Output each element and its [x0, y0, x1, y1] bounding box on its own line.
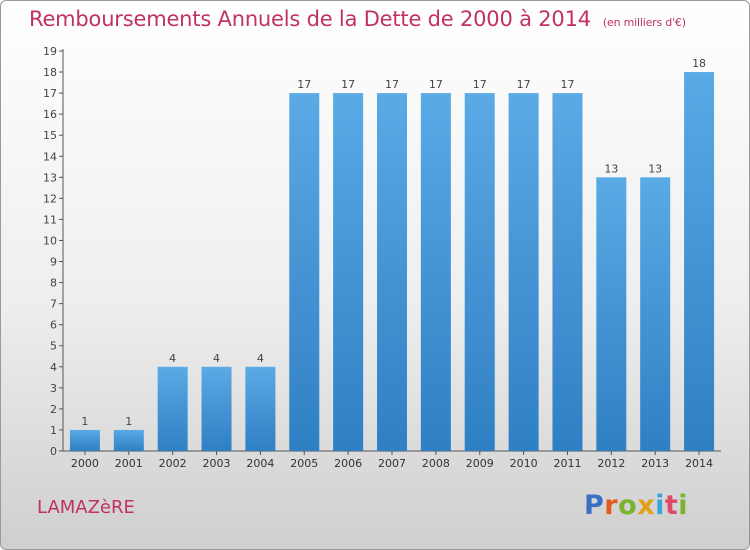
bar	[508, 93, 539, 452]
data-label: 17	[560, 78, 574, 91]
x-tick-label: 2006	[334, 457, 362, 470]
data-label: 4	[213, 352, 220, 365]
x-tick-label: 2009	[466, 457, 494, 470]
city-name: LAMAZèRE	[37, 497, 135, 518]
data-label: 1	[125, 415, 132, 428]
data-label: 17	[517, 78, 531, 91]
y-tick-label: 9	[50, 256, 57, 269]
y-tick-label: 7	[50, 298, 57, 311]
chart-title-text: Remboursements Annuels de la Dette de 20…	[29, 7, 591, 31]
bar	[377, 93, 407, 452]
data-label: 4	[257, 352, 264, 365]
bar	[552, 93, 583, 452]
bar	[333, 93, 364, 452]
y-tick-label: 0	[50, 445, 57, 458]
data-label: 1	[81, 415, 88, 428]
bar	[640, 177, 671, 451]
y-tick-label: 17	[43, 87, 57, 100]
data-label: 17	[341, 78, 355, 91]
y-tick-label: 13	[43, 171, 57, 184]
x-tick-label: 2008	[422, 457, 450, 470]
data-label: 17	[385, 78, 399, 91]
data-label: 18	[692, 57, 706, 70]
bar	[289, 93, 320, 452]
data-label: 17	[297, 78, 311, 91]
x-tick-label: 2007	[378, 457, 406, 470]
y-tick-label: 1	[50, 424, 57, 437]
x-tick-label: 2000	[71, 457, 99, 470]
y-tick-label: 18	[43, 66, 57, 79]
y-tick-label: 8	[50, 277, 57, 290]
x-tick-label: 2010	[510, 457, 538, 470]
data-label: 4	[169, 352, 176, 365]
data-label: 13	[604, 162, 618, 175]
x-tick-label: 2003	[203, 457, 231, 470]
y-tick-label: 5	[50, 340, 57, 353]
logo-letter: i	[678, 490, 689, 521]
bar	[420, 93, 451, 452]
y-tick-label: 3	[50, 382, 57, 395]
logo-letter: o	[618, 490, 638, 521]
y-tick-label: 15	[43, 129, 57, 142]
bar	[201, 366, 232, 451]
x-tick-label: 2005	[290, 457, 318, 470]
logo-letter: t	[664, 490, 679, 521]
logo-letter: P	[584, 490, 605, 521]
data-label: 13	[648, 162, 662, 175]
x-tick-label: 2014	[685, 457, 713, 470]
y-tick-label: 19	[43, 45, 57, 58]
bar	[464, 93, 495, 452]
y-tick-label: 12	[43, 192, 57, 205]
proxiti-logo[interactable]: Proxiti	[584, 490, 688, 521]
x-tick-label: 2013	[641, 457, 669, 470]
y-tick-label: 11	[43, 213, 57, 226]
x-tick-label: 2011	[553, 457, 581, 470]
bar	[69, 429, 100, 451]
x-tick-label: 2002	[159, 457, 187, 470]
y-tick-label: 10	[43, 234, 57, 247]
y-tick-label: 16	[43, 108, 57, 121]
logo-letter: x	[637, 490, 656, 521]
data-label: 17	[429, 78, 443, 91]
chart-labels: 2000 1 2001 1 2002 4 2003 4 2004 4 2005 17 2006 17 200…	[71, 57, 713, 470]
y-tick-label: 6	[50, 319, 57, 332]
logo-letter: i	[655, 490, 665, 521]
bar	[684, 72, 715, 451]
chart-bars	[69, 72, 715, 452]
x-tick-label: 2012	[597, 457, 625, 470]
y-tick-label: 2	[50, 403, 57, 416]
y-tick-label: 14	[43, 150, 57, 163]
logo-letter: r	[604, 490, 619, 521]
x-tick-label: 2004	[246, 457, 274, 470]
bar	[596, 177, 627, 451]
y-tick-label: 4	[50, 361, 57, 374]
bar	[113, 429, 144, 451]
bar	[157, 366, 188, 451]
x-tick-label: 2001	[115, 457, 143, 470]
data-label: 17	[473, 78, 487, 91]
bar	[245, 366, 276, 451]
chart-unit: (en milliers d'€)	[602, 16, 686, 29]
chart-title: Remboursements Annuels de la Dette de 20…	[29, 7, 686, 31]
